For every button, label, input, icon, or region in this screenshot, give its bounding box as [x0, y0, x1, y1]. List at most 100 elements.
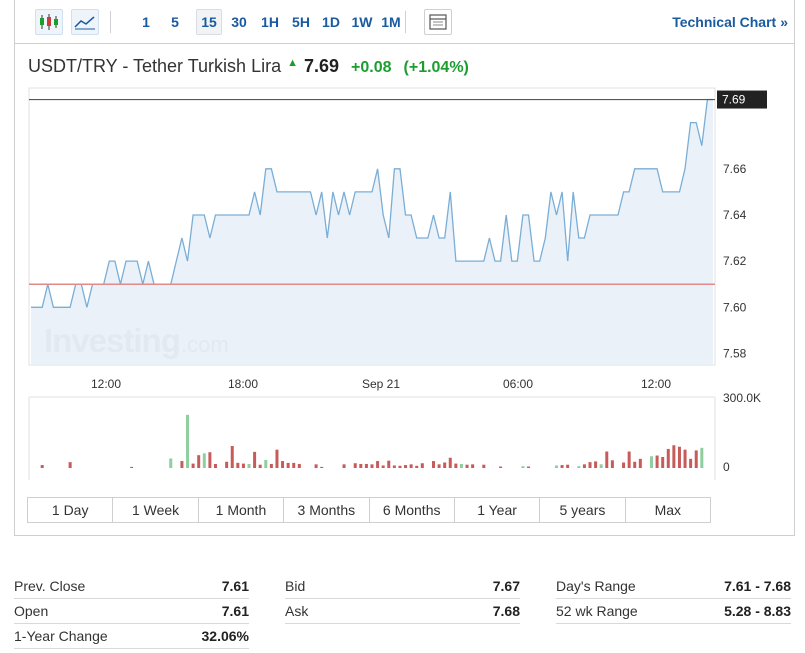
volume-bar	[471, 464, 475, 468]
y-tick-label: 7.58	[723, 346, 747, 360]
volume-bar	[40, 465, 44, 468]
timeframe-1m-button[interactable]: 1M	[381, 14, 401, 30]
stat-value: 32.06%	[201, 628, 249, 644]
technical-chart-link[interactable]: Technical Chart»	[672, 14, 788, 30]
timeframe-15-button[interactable]: 15	[196, 9, 222, 35]
stat-value: 7.61 - 7.68	[724, 578, 791, 594]
y-tick-label: 7.62	[723, 254, 747, 268]
chevron-right-icon: »	[780, 14, 788, 30]
stat-row: 52 wk Range 5.28 - 8.83	[556, 599, 791, 624]
stat-value: 7.61	[221, 603, 249, 619]
toolbar-divider	[405, 11, 406, 33]
volume-bar	[370, 464, 374, 468]
volume-bar	[683, 449, 687, 468]
volume-bar	[387, 460, 391, 468]
chart-toolbar: 1 5 15 30 1H 5H 1D 1W 1M Technical Chart»	[15, 0, 794, 44]
volume-bar	[566, 464, 570, 468]
volume-bar	[554, 465, 558, 468]
volume-bar	[213, 463, 217, 468]
volume-bar	[465, 464, 469, 468]
stat-label: 1-Year Change	[14, 628, 108, 644]
volume-bar	[672, 445, 676, 468]
range-max-button[interactable]: Max	[654, 502, 682, 518]
volume-bar	[68, 462, 72, 468]
volume-bar	[627, 451, 631, 468]
calendar-glyph	[429, 14, 447, 30]
timeframe-1-button[interactable]: 1	[142, 14, 150, 30]
volume-bar	[258, 464, 262, 468]
volume-bar	[420, 463, 424, 468]
volume-bar	[661, 457, 665, 468]
candlestick-icon[interactable]	[35, 9, 63, 35]
timeframe-30-button[interactable]: 30	[231, 14, 247, 30]
timeframe-5h-button[interactable]: 5H	[292, 14, 310, 30]
stat-label: Prev. Close	[14, 578, 86, 594]
volume-bar	[376, 461, 380, 468]
x-tick-label: 06:00	[503, 377, 533, 391]
timeframe-1h-button[interactable]: 1H	[261, 14, 279, 30]
range-6-months-button[interactable]: 6 Months	[370, 498, 455, 522]
volume-bar	[264, 459, 268, 468]
volume-bar	[364, 463, 368, 468]
y-tick-label: 7.66	[723, 162, 747, 176]
volume-bar	[694, 450, 698, 468]
stat-row: Day's Range 7.61 - 7.68	[556, 574, 791, 599]
volume-bar	[202, 453, 206, 468]
volume-axis-max: 300.0K	[723, 391, 761, 405]
volume-bar	[437, 464, 441, 468]
stat-value: 7.67	[492, 578, 520, 594]
stat-label: Bid	[285, 578, 306, 594]
volume-bar	[320, 466, 324, 468]
x-tick-label: 12:00	[91, 377, 121, 391]
volume-bar	[610, 460, 614, 468]
stat-label: Ask	[285, 603, 309, 619]
volume-bar	[342, 464, 346, 468]
volume-bar	[622, 462, 626, 468]
volume-bar	[169, 458, 173, 468]
x-tick-label: Sep 21	[362, 377, 400, 391]
volume-bar	[281, 461, 285, 468]
range-1-day-button[interactable]: 1 Day	[28, 498, 114, 522]
line-chart-glyph	[74, 16, 95, 30]
range-3-months-button[interactable]: 3 Months	[284, 498, 370, 522]
timeframe-1w-button[interactable]: 1W	[351, 14, 373, 30]
range-1-month-button[interactable]: 1 Month	[199, 498, 285, 522]
volume-bar	[186, 414, 190, 468]
volume-bar	[599, 464, 603, 468]
volume-axis-zero: 0	[723, 460, 730, 474]
instrument-header: USDT/TRY - Tether Turkish Lira ▲ 7.69 +0…	[28, 56, 469, 80]
stat-row: Open 7.61	[14, 599, 249, 624]
volume-bar	[225, 461, 229, 468]
range-selector: 1 Day 1 Week 1 Month 3 Months 6 Months 1 Year…	[27, 497, 711, 523]
volume-bar	[191, 463, 195, 468]
range-1-week-button[interactable]: 1 Week	[113, 498, 199, 522]
timeframe-5-button[interactable]: 5	[171, 14, 179, 30]
volume-bar	[415, 465, 419, 468]
volume-bar	[241, 463, 245, 468]
volume-bar	[180, 461, 184, 468]
line-chart-icon[interactable]	[71, 9, 99, 35]
volume-bar	[666, 448, 670, 468]
volume-bar	[253, 451, 257, 468]
volume-bar	[392, 465, 396, 468]
volume-bar	[431, 461, 435, 468]
volume-bar	[605, 451, 609, 468]
volume-bar	[527, 466, 531, 468]
volume-bar	[381, 465, 385, 468]
price-chart[interactable]: Investing.com7.697.587.607.627.647.6612:…	[0, 0, 805, 500]
price-change-percent: (+1.04%)	[403, 59, 469, 76]
volume-bar	[359, 463, 363, 468]
toolbar-divider	[110, 11, 111, 33]
volume-bar	[286, 462, 290, 468]
price-area	[31, 99, 713, 365]
calendar-icon[interactable]	[424, 9, 452, 35]
stat-row: Prev. Close 7.61	[14, 574, 249, 599]
volume-bar	[588, 462, 592, 468]
range-1-year-button[interactable]: 1 Year	[455, 498, 541, 522]
range-5-years-button[interactable]: 5 years	[540, 498, 626, 522]
timeframe-1d-button[interactable]: 1D	[322, 14, 340, 30]
volume-bar	[454, 463, 458, 468]
volume-bar	[700, 447, 704, 468]
volume-bar	[577, 466, 581, 468]
volume-bar	[448, 457, 452, 468]
